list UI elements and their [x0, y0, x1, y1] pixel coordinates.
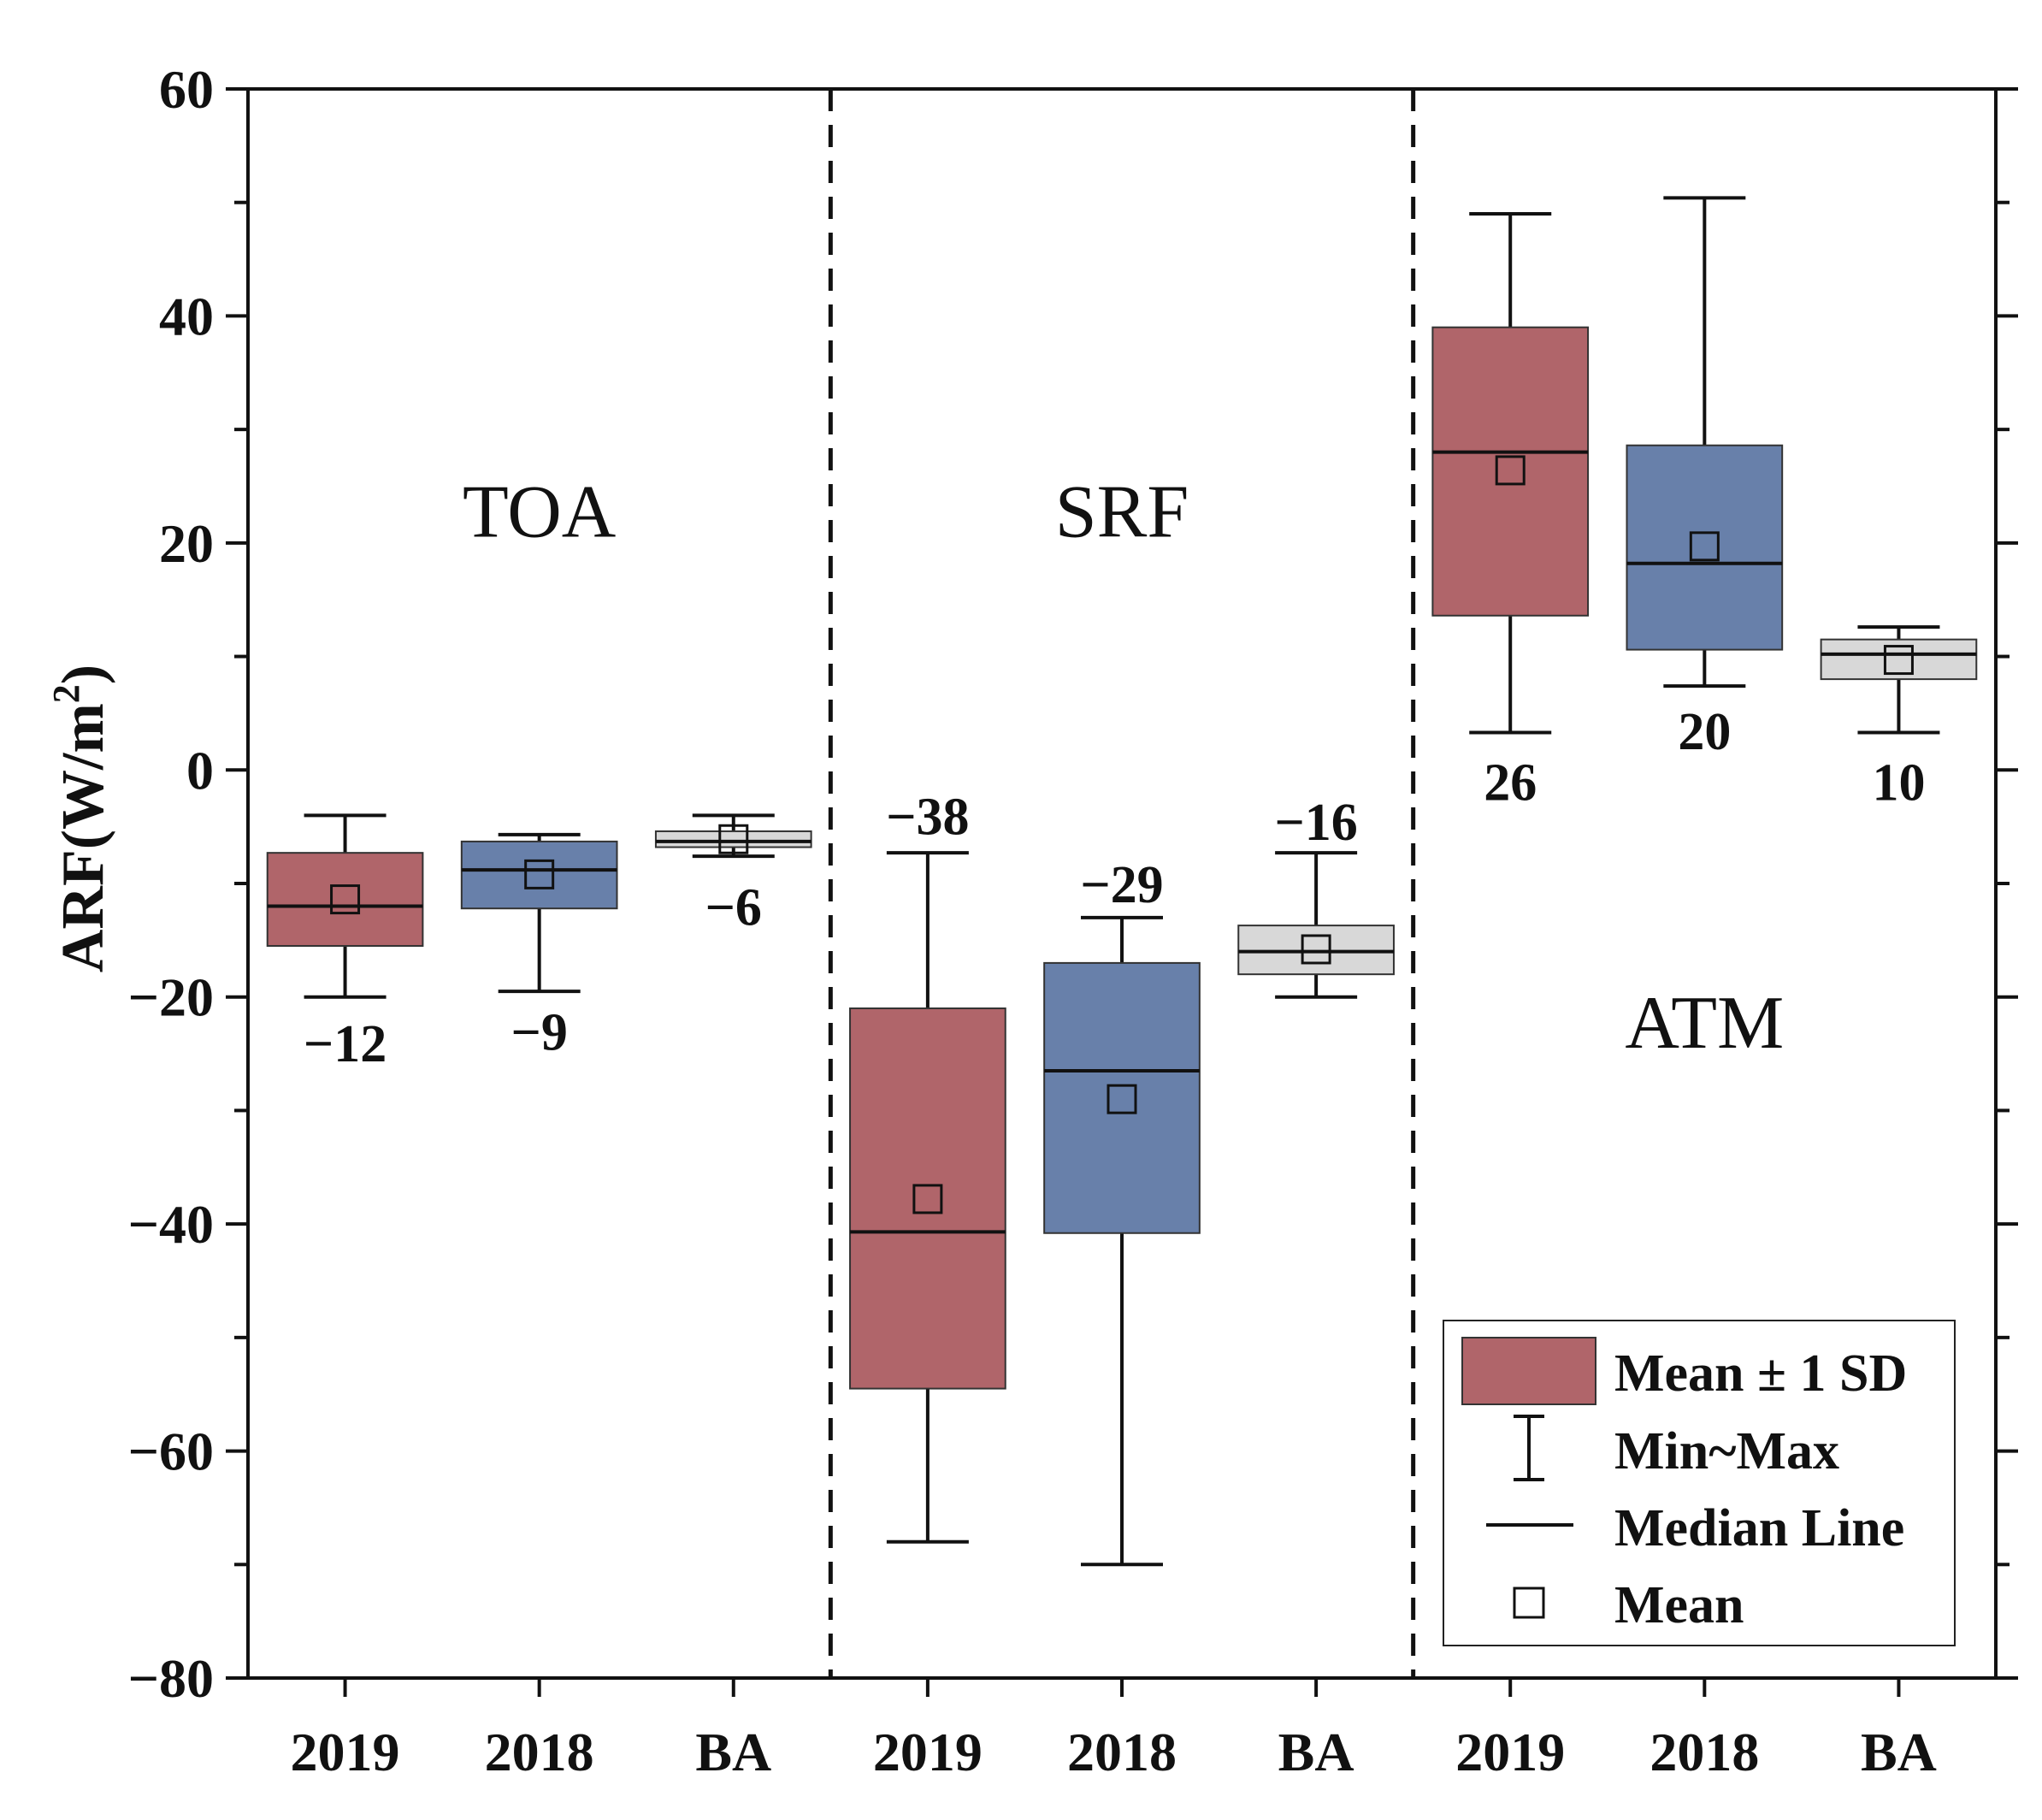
x-tick-label: 2018: [1067, 1722, 1177, 1782]
legend-label-whisker: Min~Max: [1614, 1422, 1839, 1480]
plot-frame: [246, 87, 1998, 1680]
y-axis-label-superscript: 2: [45, 684, 87, 703]
group-dividers: [828, 89, 1416, 1678]
y-tick-label: 0: [186, 740, 214, 801]
y-tick-label: −20: [128, 967, 214, 1028]
mean-marker: [718, 824, 749, 854]
group-label: TOA: [463, 471, 616, 554]
y-tick-label: 20: [159, 513, 214, 574]
legend-label-mean: Mean: [1614, 1576, 1744, 1634]
y-axis-label: ARF(W/m2): [45, 665, 116, 972]
box-sd: [1043, 961, 1201, 1234]
mean-marker: [1495, 455, 1526, 486]
x-tick-label: 2018: [1650, 1722, 1759, 1782]
box-srf-ba: [1237, 851, 1395, 999]
box-sd: [266, 852, 424, 947]
box-srf-2019: [849, 851, 1006, 1544]
labels: 60 40 20 0 −20 −40 −60 −80 2019 2018 BA 2019 2018 BA 2…: [128, 59, 1937, 1782]
y-tick-label: −60: [128, 1421, 214, 1482]
mean-marker: [1883, 645, 1914, 676]
legend-label-box: Mean ± 1 SD: [1614, 1344, 1907, 1403]
mean-value-label: −12: [304, 1015, 387, 1073]
box-atm-2019: [1431, 211, 1590, 735]
box-sd: [849, 1007, 1006, 1390]
box-srf-2018: [1043, 915, 1201, 1567]
mean-value-label: −38: [886, 788, 969, 846]
legend-whisker-icon: [1514, 1415, 1544, 1481]
box-toa-2019: [266, 813, 424, 999]
mean-value-label: 10: [1872, 754, 1925, 812]
x-tick-label: BA: [1278, 1722, 1354, 1782]
y-tick-label: −40: [128, 1194, 214, 1255]
mean-marker: [1301, 934, 1331, 965]
group-label: ATM: [1625, 982, 1784, 1065]
x-tick-label: BA: [695, 1722, 771, 1782]
box-atm-ba: [1820, 625, 1978, 735]
box-sd: [654, 830, 812, 848]
mean-marker: [524, 859, 555, 889]
box-atm-2018: [1626, 196, 1784, 688]
mean-value-label: −6: [705, 879, 762, 937]
mean-marker: [1689, 531, 1720, 562]
box-toa-2018: [460, 832, 618, 994]
x-tick-label: 2019: [1455, 1722, 1565, 1782]
y-tick-label: −80: [128, 1648, 214, 1709]
box-sd: [1626, 444, 1784, 651]
mean-marker: [1107, 1084, 1137, 1114]
mean-value-label: −9: [510, 1004, 567, 1062]
y-tick-label: 40: [159, 286, 214, 346]
box-sd: [1431, 326, 1590, 617]
group-label: SRF: [1055, 471, 1189, 554]
legend-label-median: Median Line: [1614, 1499, 1904, 1557]
x-tick-label: BA: [1861, 1722, 1937, 1782]
legend: Mean ± 1 SD Min~Max Median Line Mean: [1443, 1320, 1956, 1646]
mean-marker: [330, 884, 361, 915]
mean-value-label: 26: [1484, 754, 1537, 812]
box-sd: [460, 840, 618, 910]
mean-value-label: −29: [1080, 856, 1163, 914]
boxes: [266, 196, 1978, 1567]
mean-marker: [912, 1184, 943, 1214]
x-tick-label: 2019: [873, 1722, 983, 1782]
mean-value-label: −16: [1274, 794, 1357, 852]
legend-mean-icon: [1513, 1587, 1545, 1619]
x-tick-label: 2018: [485, 1722, 594, 1782]
x-tick-label: 2019: [291, 1722, 400, 1782]
y-tick-label: 60: [159, 59, 214, 120]
axis-ticks: [226, 87, 2018, 1697]
legend-swatch-box: [1461, 1337, 1596, 1405]
box-toa-ba: [654, 813, 812, 859]
mean-value-label: 20: [1678, 703, 1731, 761]
